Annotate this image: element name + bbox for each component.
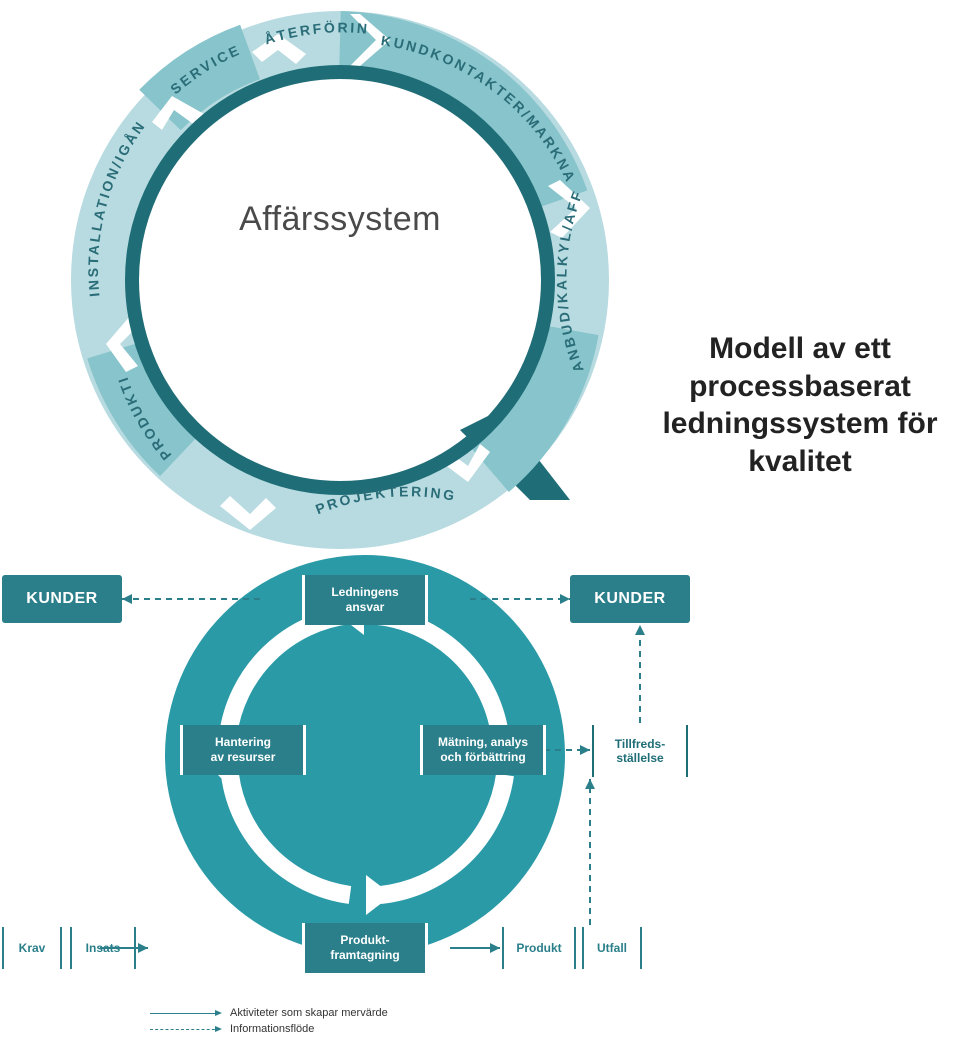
flow-krav: Krav	[2, 927, 62, 969]
satisfaction-box: Tillfreds- ställelse	[592, 725, 688, 777]
legend-solid-label: Aktiviteter som skapar mervärde	[230, 1007, 388, 1019]
kunder-right-box: KUNDER	[570, 575, 690, 623]
flow-utfall: Utfall	[582, 927, 642, 969]
headline-text: Modell av ett processbaserat ledningssys…	[660, 330, 940, 480]
kunder-left-box: KUNDER	[2, 575, 122, 623]
flow-produkt: Produkt	[502, 927, 576, 969]
diagram-root: KUNDKONTAKTER/MARKNAD ANBUD/KALKYL/AFFÄR…	[0, 0, 960, 1059]
cycle-node-right: Mätning, analys och förbättring	[420, 725, 546, 775]
cycle-node-bottom: Produkt- framtagning	[302, 923, 428, 973]
upper-center-title: Affärssystem	[190, 200, 490, 239]
legend-solid-icon	[150, 1013, 220, 1014]
legend-dashed-label: Informationsflöde	[230, 1023, 314, 1035]
upper-circular-diagram: KUNDKONTAKTER/MARKNAD ANBUD/KALKYL/AFFÄR…	[60, 0, 620, 560]
lower-process-diagram: KUNDER KUNDER Ledningens ansvar Hanterin…	[30, 555, 930, 1055]
legend-dashed-icon	[150, 1029, 220, 1030]
legend: Aktiviteter som skapar mervärde Informat…	[150, 1005, 388, 1037]
cycle-node-top: Ledningens ansvar	[302, 575, 428, 625]
cycle-node-left: Hantering av resurser	[180, 725, 306, 775]
flow-insats: Insats	[70, 927, 136, 969]
